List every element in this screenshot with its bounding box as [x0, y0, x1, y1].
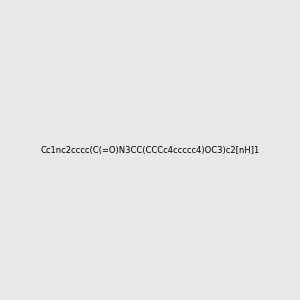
Text: Cc1nc2cccc(C(=O)N3CC(CCCc4ccccc4)OC3)c2[nH]1: Cc1nc2cccc(C(=O)N3CC(CCCc4ccccc4)OC3)c2[… [40, 146, 260, 154]
